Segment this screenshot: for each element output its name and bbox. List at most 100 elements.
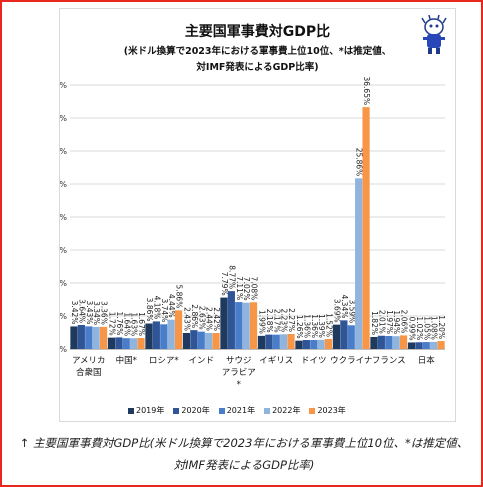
data-label: 3.69%	[332, 299, 341, 323]
bar	[227, 291, 235, 349]
bar	[362, 107, 370, 349]
y-tick-label: 40%	[60, 81, 67, 90]
legend-label: 2022年	[272, 406, 301, 415]
data-label: 2.18%	[265, 309, 274, 333]
data-label: 7.11%	[235, 276, 244, 300]
y-tick-label: 15%	[60, 246, 67, 255]
data-label: 25.86%	[355, 148, 364, 177]
bar	[107, 337, 116, 349]
bar	[152, 321, 160, 349]
bar	[190, 330, 198, 349]
data-label: 3.42%	[70, 301, 79, 325]
legend-item: 2023年	[309, 405, 346, 416]
data-label: 5.86%	[175, 284, 184, 308]
data-label: 1.20%	[437, 315, 446, 339]
data-label: 1.94%	[392, 310, 401, 334]
x-category-label: サウジ	[226, 356, 252, 366]
data-label: 3.59%	[347, 299, 356, 323]
bar	[407, 342, 416, 349]
y-tick-label: 25%	[60, 180, 67, 189]
legend-label: 2019年	[136, 406, 165, 415]
bar	[212, 333, 220, 349]
bar	[415, 342, 423, 349]
legend-swatch	[218, 407, 225, 414]
data-label: 1.82%	[370, 311, 379, 335]
bar	[249, 302, 258, 349]
data-label: 7.02%	[242, 277, 251, 301]
x-category-label: 合衆国	[76, 367, 102, 378]
bar	[265, 334, 273, 349]
legend-swatch	[128, 407, 134, 414]
data-label: 3.43%	[85, 301, 94, 325]
bar	[257, 335, 266, 349]
data-label: 1.05%	[422, 316, 431, 340]
bar	[130, 338, 138, 349]
bar	[355, 178, 363, 349]
bar	[295, 340, 303, 349]
bar	[430, 341, 438, 349]
data-label: 1.36%	[302, 314, 311, 338]
bar	[422, 342, 430, 349]
data-label: 36.65%	[362, 77, 371, 106]
x-category-label: *	[237, 380, 241, 390]
bar	[197, 331, 205, 349]
chart-subtitle-line-1: (米ドル換算で2023年における軍事費上位10位、*は推定値、	[123, 46, 392, 57]
x-category-label: 中国*	[116, 355, 137, 366]
data-label: 2.06%	[400, 310, 409, 334]
bar	[272, 334, 280, 349]
legend-swatch	[173, 407, 180, 414]
data-label: 8.77%	[227, 265, 236, 289]
bar	[220, 297, 228, 349]
x-category-label: アメリカ	[72, 356, 106, 366]
data-label: 4.44%	[167, 294, 176, 318]
data-label: 2.27%	[287, 308, 296, 332]
bar	[392, 336, 400, 349]
data-label: 1.97%	[385, 310, 394, 334]
bar	[85, 326, 93, 349]
data-label: 3.86%	[145, 298, 154, 322]
data-label: 2.63%	[197, 306, 206, 330]
bar	[205, 332, 213, 349]
data-label: 1.08%	[430, 316, 439, 340]
x-category-label: アラビア	[222, 368, 256, 378]
x-category-label: ウクライナ	[330, 356, 372, 366]
legend-swatch	[309, 407, 316, 414]
legend-label: 2020年	[181, 406, 210, 415]
data-label: 2.23%	[280, 308, 289, 332]
data-label: 1.36%	[310, 314, 319, 338]
bar	[287, 334, 295, 349]
bar	[377, 335, 385, 349]
x-category-label: インド	[188, 356, 214, 366]
y-tick-label: 10%	[60, 279, 67, 288]
bar	[145, 323, 153, 349]
x-category-label: ロシア*	[149, 356, 179, 366]
bar	[160, 324, 168, 349]
bar	[340, 320, 348, 349]
legend-item: 2020年	[173, 405, 210, 416]
y-tick-label: 35%	[60, 114, 67, 123]
data-label: 1.39%	[317, 314, 326, 338]
data-label: 3.34%	[92, 301, 101, 325]
bar	[115, 337, 123, 349]
bar	[399, 335, 408, 349]
legend-item: 2019年	[128, 405, 164, 416]
legend-item: 2021年	[218, 405, 255, 416]
bar	[122, 338, 130, 349]
bar	[70, 326, 78, 349]
bar-chart: 0% 5% 10% 15% 20% 25% 30% 35% 40% 3.42% 1.72% 3.86%…	[60, 77, 446, 390]
data-label: 0.99%	[407, 317, 416, 341]
x-category-label: イギリス	[259, 356, 293, 366]
data-label: 4.18%	[152, 296, 161, 320]
y-tick-label: 30%	[60, 147, 67, 156]
data-label: 4.34%	[340, 295, 349, 319]
data-label: 7.08%	[250, 276, 259, 300]
data-label: 2.42%	[212, 307, 221, 331]
data-label: 3.36%	[100, 301, 109, 325]
bar	[92, 326, 100, 349]
bar	[280, 334, 288, 349]
x-category-label: ドイツ	[301, 356, 327, 366]
chart-legend: 2019年 2020年 2021年 2022年 2023年	[128, 405, 346, 416]
bar	[324, 338, 333, 349]
bar	[182, 332, 191, 349]
